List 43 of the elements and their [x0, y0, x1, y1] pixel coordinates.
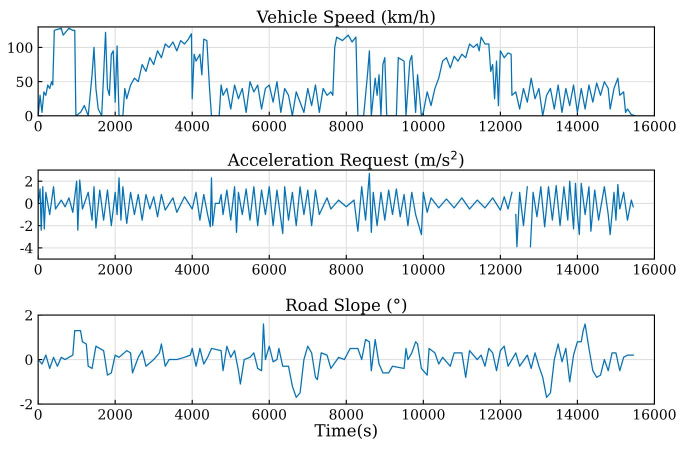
x-tick-label: 8000: [330, 120, 364, 132]
x-tick-label: 12000: [480, 264, 522, 275]
line-series: [38, 323, 634, 398]
x-tick-label: 6000: [252, 409, 286, 420]
y-tick-label: 2: [25, 176, 32, 186]
x-tick-label: 14000: [557, 264, 599, 275]
x-tick-label: 12000: [480, 409, 522, 420]
x-axis-title: Time(s): [314, 424, 377, 439]
x-tick-label: 4000: [174, 409, 209, 420]
x-tick-label: 16000: [634, 264, 676, 275]
x-tick-label: 4000: [174, 120, 209, 132]
x-tick-label: 6000: [252, 264, 286, 275]
chart-title: Vehicle Speed (km/h): [256, 10, 435, 26]
x-tick-label: 0: [34, 409, 42, 420]
y-tick-label: 100: [8, 42, 32, 53]
x-tick-label: 10000: [402, 264, 444, 275]
x-tick-label: 16000: [634, 409, 676, 420]
y-tick-label: 0: [25, 110, 32, 122]
x-tick-label: 12000: [480, 120, 522, 132]
x-tick-label: 16000: [634, 120, 676, 132]
x-tick-label: 6000: [252, 120, 286, 132]
y-tick-label: 0: [25, 198, 32, 209]
x-tick-label: 0: [34, 264, 42, 275]
x-tick-label: 2000: [98, 264, 132, 275]
y-tick-label: 50: [16, 76, 32, 88]
x-tick-label: 4000: [174, 264, 209, 275]
y-tick-label: 0: [25, 354, 32, 366]
line-series: [38, 28, 636, 116]
x-tick-label: 8000: [330, 264, 364, 275]
x-tick-label: 8000: [330, 409, 364, 420]
y-tick-label: 2: [25, 310, 32, 320]
x-tick-label: 0: [34, 120, 42, 132]
chart-title: Acceleration Request (m/s$^{2}$): [228, 150, 464, 170]
x-tick-label: 14000: [557, 120, 599, 132]
x-tick-label: 2000: [98, 120, 132, 132]
chart-title: Road Slope (°): [286, 298, 406, 314]
x-tick-label: 10000: [402, 409, 444, 420]
x-tick-label: 10000: [402, 120, 444, 132]
x-tick-label: 2000: [98, 409, 132, 420]
y-tick-label: -2: [20, 398, 32, 410]
x-tick-label: 14000: [557, 409, 599, 420]
y-tick-label: -2: [20, 220, 32, 231]
y-tick-label: -4: [20, 242, 33, 254]
